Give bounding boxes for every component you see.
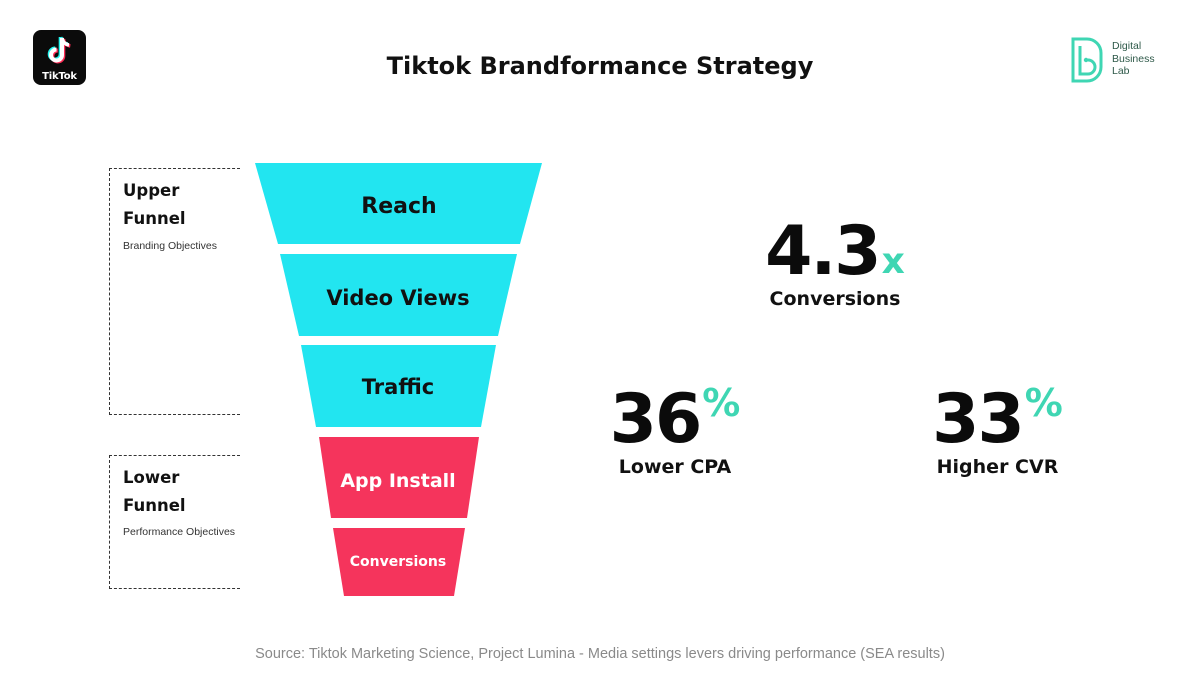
dbl-mark-icon: [1071, 37, 1103, 83]
funnel-band-video-views: [280, 254, 517, 336]
funnel-band-app-install: [319, 437, 479, 518]
funnel-stage-conversions: Conversions: [333, 528, 465, 596]
stat-conversions-label: Conversions: [769, 288, 901, 310]
funnel-label-traffic: Traffic: [362, 375, 434, 399]
digital-business-lab-logo: Digital Business Lab: [1070, 36, 1180, 84]
funnel-label-video-views: Video Views: [326, 286, 469, 310]
tiktok-logo: TikTok: [33, 30, 86, 85]
dbl-line-2: Business: [1112, 52, 1155, 65]
dbl-line-1: Digital: [1112, 40, 1142, 52]
dbl-wordmark: Digital Business Lab: [1112, 40, 1155, 78]
upper-funnel-title-2: Funnel: [123, 209, 186, 228]
stat-cpa: 36% Lower CPA: [585, 380, 765, 478]
page-title: Tiktok Brandformance Strategy: [386, 52, 814, 80]
funnel-band-conversions: [333, 528, 465, 596]
upper-funnel-bracket: Upper Funnel Branding Objectives: [109, 168, 240, 415]
tiktok-wordmark: TikTok: [42, 71, 77, 82]
stat-cvr-value: 33: [932, 380, 1025, 459]
stat-cpa-value: 36: [609, 380, 703, 459]
source-note: Source: Tiktok Marketing Science, Projec…: [255, 646, 945, 662]
funnel-stage-reach: Reach: [255, 163, 542, 244]
funnel-band-traffic: [301, 345, 496, 427]
stat-cpa-suffix: %: [702, 381, 741, 425]
lower-funnel-bracket: Lower Funnel Performance Objectives: [109, 455, 240, 589]
funnel-stage-app-install: App Install: [319, 437, 479, 518]
stat-conversions-suffix: x: [881, 241, 905, 282]
funnel-stage-traffic: Traffic: [301, 345, 496, 427]
stat-cvr-suffix: %: [1024, 381, 1063, 425]
tiktok-note-icon: [47, 36, 71, 64]
funnel-label-app-install: App Install: [340, 470, 455, 492]
stat-cvr-label: Higher CVR: [936, 456, 1059, 478]
stat-conversions-value: 4.3: [765, 212, 881, 291]
upper-funnel-subtitle: Branding Objectives: [123, 240, 217, 252]
upper-funnel-title-1: Upper: [123, 181, 180, 200]
stat-cpa-label: Lower CPA: [618, 456, 732, 478]
stat-cvr: 33% Higher CVR: [905, 380, 1090, 478]
funnel-label-conversions: Conversions: [350, 554, 446, 570]
stat-conversions: 4.3x Conversions: [735, 212, 935, 311]
funnel-label-reach: Reach: [361, 194, 436, 219]
funnel-band-reach: [255, 163, 542, 244]
lower-funnel-title-2: Funnel: [123, 496, 186, 515]
lower-funnel-title-1: Lower: [123, 468, 180, 487]
dbl-line-3: Lab: [1112, 65, 1130, 77]
funnel-stage-video-views: Video Views: [280, 254, 517, 336]
lower-funnel-subtitle: Performance Objectives: [123, 526, 236, 538]
